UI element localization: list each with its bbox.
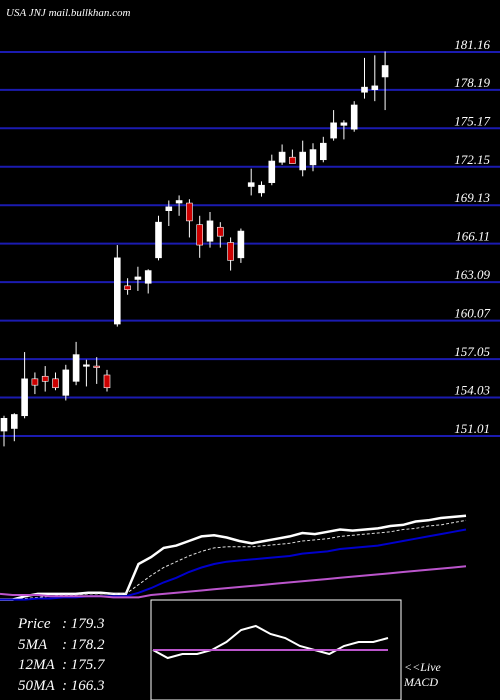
price-tick-label: 151.01 xyxy=(454,421,490,436)
candle-down xyxy=(93,365,100,368)
candle-up xyxy=(72,354,80,382)
candle-down xyxy=(52,378,59,389)
candle-up xyxy=(83,364,90,367)
price-label: Price xyxy=(18,616,51,632)
candlestick-series xyxy=(0,51,389,447)
candle-up xyxy=(144,270,152,284)
candle-up xyxy=(0,417,8,432)
ma-line-1 xyxy=(0,519,467,601)
macd-line-0 xyxy=(152,624,389,660)
moving-average-panel xyxy=(0,514,467,601)
ma-line-0 xyxy=(0,514,467,601)
candle-up xyxy=(330,122,337,139)
macd-note-live: <<Live xyxy=(404,660,441,674)
candle-up xyxy=(258,184,265,194)
price-tick-label: 181.16 xyxy=(454,37,490,52)
candle-down xyxy=(124,285,131,290)
50ma-label: 50MA xyxy=(18,677,55,694)
candle-up xyxy=(155,221,162,259)
ma-line-3 xyxy=(0,565,467,599)
price-tick-label: 172.15 xyxy=(454,152,490,167)
chart-title: USA JNJ mail.bullkhan.com xyxy=(6,7,130,19)
macd-panel xyxy=(152,624,389,660)
info-row-5ma: 5MA : 178.2 xyxy=(18,635,105,656)
candle-up xyxy=(340,122,348,126)
candle-up xyxy=(21,378,28,417)
candle-down xyxy=(103,374,111,389)
candle-up xyxy=(381,65,389,78)
candle-down xyxy=(227,242,234,261)
macd-note-label: MACD xyxy=(404,675,438,689)
candle-up xyxy=(114,257,121,325)
price-value: : 179.3 xyxy=(62,616,105,632)
price-tick-label: 169.13 xyxy=(454,190,490,205)
price-tick-label: 163.09 xyxy=(454,267,490,282)
5ma-value: : 178.2 xyxy=(62,636,105,653)
price-tick-label: 178.19 xyxy=(454,75,490,90)
candle-up xyxy=(350,104,358,130)
candle-up xyxy=(206,220,214,242)
price-tick-label: 157.05 xyxy=(454,344,490,359)
candle-up xyxy=(299,151,307,171)
candle-up xyxy=(278,151,286,163)
price-grid xyxy=(0,51,500,437)
5ma-label: 5MA xyxy=(18,636,48,653)
candle-up xyxy=(237,230,245,259)
candle-down xyxy=(217,226,224,237)
candle-up xyxy=(319,142,327,161)
candle-up xyxy=(371,85,379,90)
50ma-value: : 166.3 xyxy=(62,677,105,694)
candle-up xyxy=(361,86,368,93)
candle-up xyxy=(11,414,18,429)
candle-down xyxy=(289,156,296,164)
candle-up xyxy=(62,369,70,396)
candle-down xyxy=(186,202,193,222)
12ma-label: 12MA xyxy=(18,657,55,673)
candle-up xyxy=(309,149,317,166)
candle-up xyxy=(247,182,255,187)
price-summary: Price : 179.3 5MA : 178.2 12MA : 175.7 50MA… xyxy=(18,614,105,696)
price-tick-label: 166.11 xyxy=(455,229,490,244)
price-tick-label: 160.07 xyxy=(454,306,490,321)
info-row-50ma: 50MA : 166.3 xyxy=(18,676,105,697)
candle-up xyxy=(165,206,173,211)
candle-up xyxy=(268,160,276,183)
info-row-12ma: 12MA : 175.7 xyxy=(18,655,105,676)
price-axis-ticks: 181.16 178.19 175.17 172.15 169.13 166.11 163.… xyxy=(454,37,490,436)
macd-note: <<Live MACD xyxy=(404,660,441,690)
candle-down xyxy=(41,375,49,382)
candle-up xyxy=(175,200,183,204)
price-tick-label: 175.17 xyxy=(454,113,490,128)
candle-down xyxy=(196,224,203,246)
candle-down xyxy=(31,378,39,386)
price-tick-label: 154.03 xyxy=(454,383,490,398)
info-row-price: Price : 179.3 xyxy=(18,614,105,635)
12ma-value: : 175.7 xyxy=(62,657,105,673)
candle-up xyxy=(134,276,142,280)
